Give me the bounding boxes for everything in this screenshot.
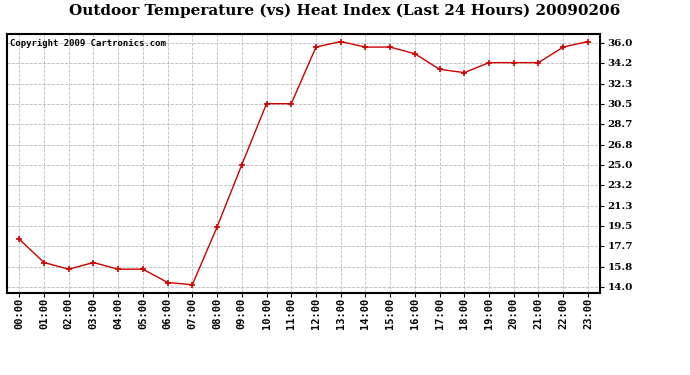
Text: Copyright 2009 Cartronics.com: Copyright 2009 Cartronics.com bbox=[10, 39, 166, 48]
Text: Outdoor Temperature (vs) Heat Index (Last 24 Hours) 20090206: Outdoor Temperature (vs) Heat Index (Las… bbox=[70, 4, 620, 18]
